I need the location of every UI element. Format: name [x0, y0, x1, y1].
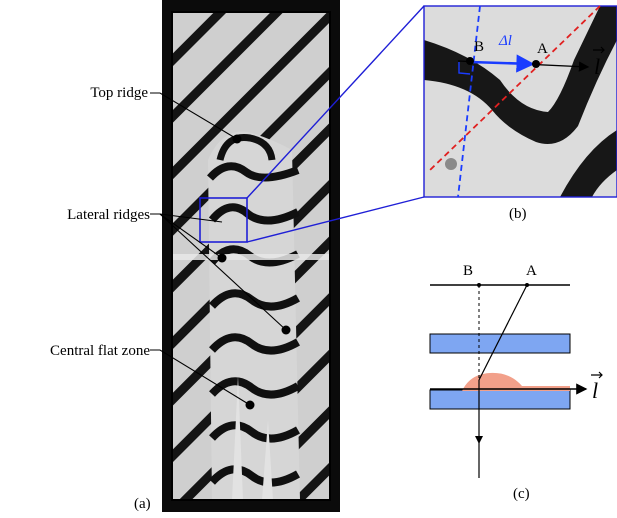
point-b-label-c: B	[463, 263, 473, 279]
label-top-ridge: Top ridge	[90, 85, 148, 101]
point-a-label-c: A	[526, 263, 537, 279]
slanted-line-c	[478, 284, 528, 381]
caption-a: (a)	[134, 496, 151, 512]
right-angle-marker	[458, 62, 471, 75]
point-b-dot	[466, 57, 474, 65]
blue-band-upper	[429, 333, 571, 354]
dashed-line-blue	[457, 5, 481, 198]
sample-body	[208, 131, 300, 500]
panel-c-schematic	[429, 283, 588, 478]
marker-dot-top-ridge	[232, 134, 242, 144]
zoom-connector-top	[246, 5, 425, 199]
l-vector-arrow-glyph-c	[591, 371, 603, 379]
point-a-label-b: A	[537, 41, 548, 57]
marker-dot-lateral-ridge-1	[217, 253, 227, 263]
marker-dot-lateral-ridge-2	[281, 325, 291, 335]
caption-c: (c)	[513, 486, 530, 502]
marker-dot-central-flat	[245, 400, 255, 410]
blue-band-lower	[429, 389, 571, 410]
point-b-dot-c	[477, 283, 481, 287]
panel-b-zoom	[423, 5, 617, 198]
l-vector-arrow-glyph-b	[593, 46, 605, 54]
droplet-shape	[462, 372, 570, 391]
point-a-dot	[532, 60, 540, 68]
caption-b: (b)	[509, 206, 527, 222]
point-a-dot-c	[525, 283, 529, 287]
point-b-label-b: B	[474, 39, 484, 55]
delta-l-label: Δl	[498, 33, 512, 49]
annotation-leaders	[150, 92, 287, 406]
delta-l-arrow	[469, 54, 535, 73]
l-vector-label-c: l	[592, 378, 598, 403]
zoom-connector-bottom	[246, 196, 425, 243]
zoom-box	[199, 197, 248, 243]
panel-a-photo	[162, 0, 340, 512]
label-lateral-ridges: Lateral ridges	[67, 207, 150, 223]
l-vector-label-b: l	[594, 54, 600, 79]
label-central-flat-zone: Central flat zone	[50, 343, 150, 359]
